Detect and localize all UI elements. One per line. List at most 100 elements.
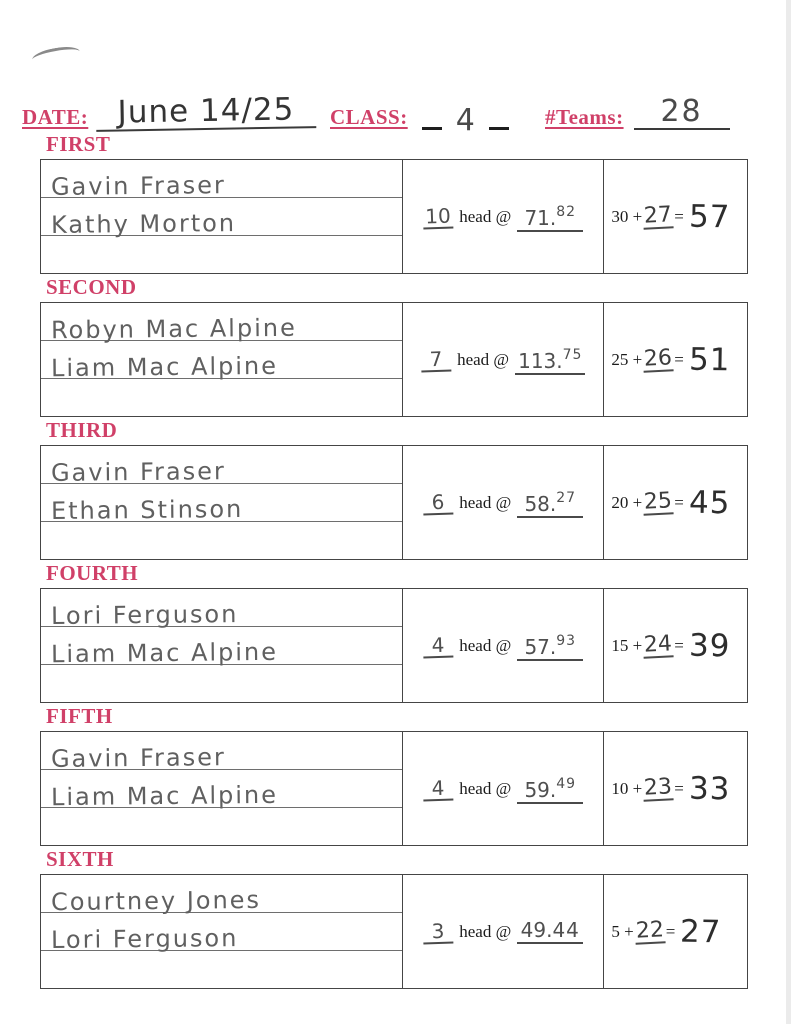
- head-count-value: 4: [422, 775, 454, 802]
- team-names-cell: Lori Ferguson Liam Mac Alpine: [41, 589, 404, 702]
- rate-blank: 71.82: [517, 201, 584, 232]
- placing-table: Robyn Mac Alpine Liam Mac Alpine 7 head …: [40, 302, 748, 417]
- placing-section: FOURTH Lori Ferguson Liam Mac Alpine 4 h…: [40, 563, 748, 706]
- rate-blank: 58.27: [517, 487, 584, 518]
- score-base: 30 +: [611, 206, 643, 226]
- rate-whole: 113.: [518, 349, 563, 373]
- rate-blank: 49.44: [517, 918, 584, 944]
- teams-field: #Teams: 28: [545, 86, 730, 130]
- rate-whole: 49.: [520, 918, 553, 942]
- team-names-cell: Gavin Fraser Ethan Stinson: [41, 446, 404, 559]
- equals-sign: =: [665, 921, 676, 941]
- underscore: [488, 119, 509, 130]
- equals-sign: =: [674, 206, 684, 226]
- score-cell: 25 + 26 = 51: [604, 303, 747, 416]
- head-count-cell: 4 head @ 59.49: [403, 732, 605, 845]
- name-line-1: Lori Ferguson: [41, 589, 403, 630]
- date-field: DATE: June 14/25: [22, 86, 317, 132]
- head-at-label: head @: [457, 349, 510, 369]
- placing-title: FIFTH: [46, 704, 113, 728]
- name-line-2: Liam Mac Alpine: [41, 341, 403, 383]
- head-at-label: head @: [459, 492, 512, 512]
- rider-name: Liam Mac Alpine: [50, 351, 279, 383]
- rate-blank: 113.75: [515, 344, 586, 375]
- rate-whole: 58.: [524, 492, 557, 516]
- placement-points: 26: [642, 345, 674, 373]
- rider-name: Gavin Fraser: [50, 457, 226, 487]
- rate-cents: 27: [556, 490, 577, 506]
- placing-section: FIRST Gavin Fraser Kathy Morton 10 head …: [40, 134, 748, 277]
- head-count-value: 4: [422, 632, 454, 659]
- class-field: CLASS: 4: [330, 86, 509, 136]
- name-line-1: Gavin Fraser: [41, 160, 403, 201]
- score-base: 5 +: [611, 921, 634, 941]
- head-count-value: 3: [422, 918, 454, 945]
- date-value: June 14/25: [95, 91, 317, 132]
- rate-cents: 49: [556, 776, 577, 792]
- placing-section: SECOND Robyn Mac Alpine Liam Mac Alpine …: [40, 277, 748, 420]
- name-line-2: Kathy Morton: [41, 198, 403, 239]
- teams-label: #Teams:: [545, 105, 624, 129]
- rider-name: Lori Ferguson: [50, 600, 239, 630]
- head-at-label: head @: [459, 635, 512, 655]
- placement-points: 24: [642, 631, 674, 659]
- score-cell: 15 + 24 = 39: [604, 589, 747, 702]
- placing-table: Gavin Fraser Ethan Stinson 6 head @ 58.2…: [40, 445, 748, 560]
- rider-name: Ethan Stinson: [50, 494, 244, 526]
- rate-whole: 71.: [524, 206, 557, 230]
- placing-section: SIXTH Courtney Jones Lori Ferguson 3 hea…: [40, 849, 748, 992]
- equals-sign: =: [674, 635, 684, 655]
- score-total: 51: [688, 341, 731, 378]
- placing-section: THIRD Gavin Fraser Ethan Stinson 6 head …: [40, 420, 748, 563]
- score-base: 25 +: [611, 349, 643, 369]
- name-line-3-empty: [41, 951, 402, 988]
- team-names-cell: Gavin Fraser Liam Mac Alpine: [41, 732, 404, 845]
- placing-table: Courtney Jones Lori Ferguson 3 head @ 49…: [40, 874, 748, 989]
- name-line-3-empty: [41, 665, 402, 702]
- underscore: [421, 119, 442, 130]
- rider-name: Lori Ferguson: [50, 924, 239, 954]
- placement-points: 27: [642, 202, 674, 230]
- team-names-cell: Courtney Jones Lori Ferguson: [41, 875, 404, 988]
- head-count-value: 7: [420, 346, 452, 373]
- score-base: 10 +: [611, 778, 643, 798]
- rate-cents: 93: [556, 633, 577, 649]
- rate-blank: 57.93: [517, 630, 584, 661]
- name-line-2: Lori Ferguson: [41, 913, 403, 954]
- date-label: DATE:: [22, 105, 89, 129]
- rate-cents: 75: [562, 347, 583, 363]
- scan-edge-artifact: [786, 0, 791, 1024]
- rate-blank: 59.49: [517, 773, 584, 804]
- head-count-cell: 3 head @ 49.44: [403, 875, 605, 988]
- head-count-cell: 10 head @ 71.82: [403, 160, 605, 273]
- placing-title: THIRD: [46, 418, 118, 442]
- rate-cents: 44: [552, 918, 580, 942]
- rate-whole: 57.: [524, 635, 557, 659]
- name-line-2: Liam Mac Alpine: [41, 770, 403, 811]
- placing-title: FOURTH: [46, 561, 139, 585]
- name-line-1: Robyn Mac Alpine: [41, 303, 403, 344]
- score-total: 27: [680, 913, 723, 950]
- rider-name: Gavin Fraser: [50, 743, 226, 773]
- class-label: CLASS:: [330, 105, 408, 129]
- score-cell: 10 + 23 = 33: [604, 732, 747, 845]
- head-count-cell: 6 head @ 58.27: [403, 446, 605, 559]
- equals-sign: =: [674, 349, 684, 369]
- name-line-2: Liam Mac Alpine: [41, 627, 403, 668]
- name-line-3-empty: [41, 379, 402, 416]
- name-line-2: Ethan Stinson: [41, 484, 403, 526]
- equals-sign: =: [674, 778, 684, 798]
- team-names-cell: Gavin Fraser Kathy Morton: [41, 160, 404, 273]
- rate-cents: 82: [556, 204, 577, 220]
- team-names-cell: Robyn Mac Alpine Liam Mac Alpine: [41, 303, 404, 416]
- head-at-label: head @: [459, 206, 512, 226]
- name-line-3-empty: [41, 236, 402, 273]
- name-line-1: Gavin Fraser: [41, 446, 403, 487]
- rider-name: Kathy Morton: [50, 209, 237, 239]
- score-cell: 20 + 25 = 45: [604, 446, 747, 559]
- placing-section: FIFTH Gavin Fraser Liam Mac Alpine 4 hea…: [40, 706, 748, 849]
- placing-table: Lori Ferguson Liam Mac Alpine 4 head @ 5…: [40, 588, 748, 703]
- placing-table: Gavin Fraser Kathy Morton 10 head @ 71.8…: [40, 159, 748, 274]
- class-value: 4: [455, 103, 475, 138]
